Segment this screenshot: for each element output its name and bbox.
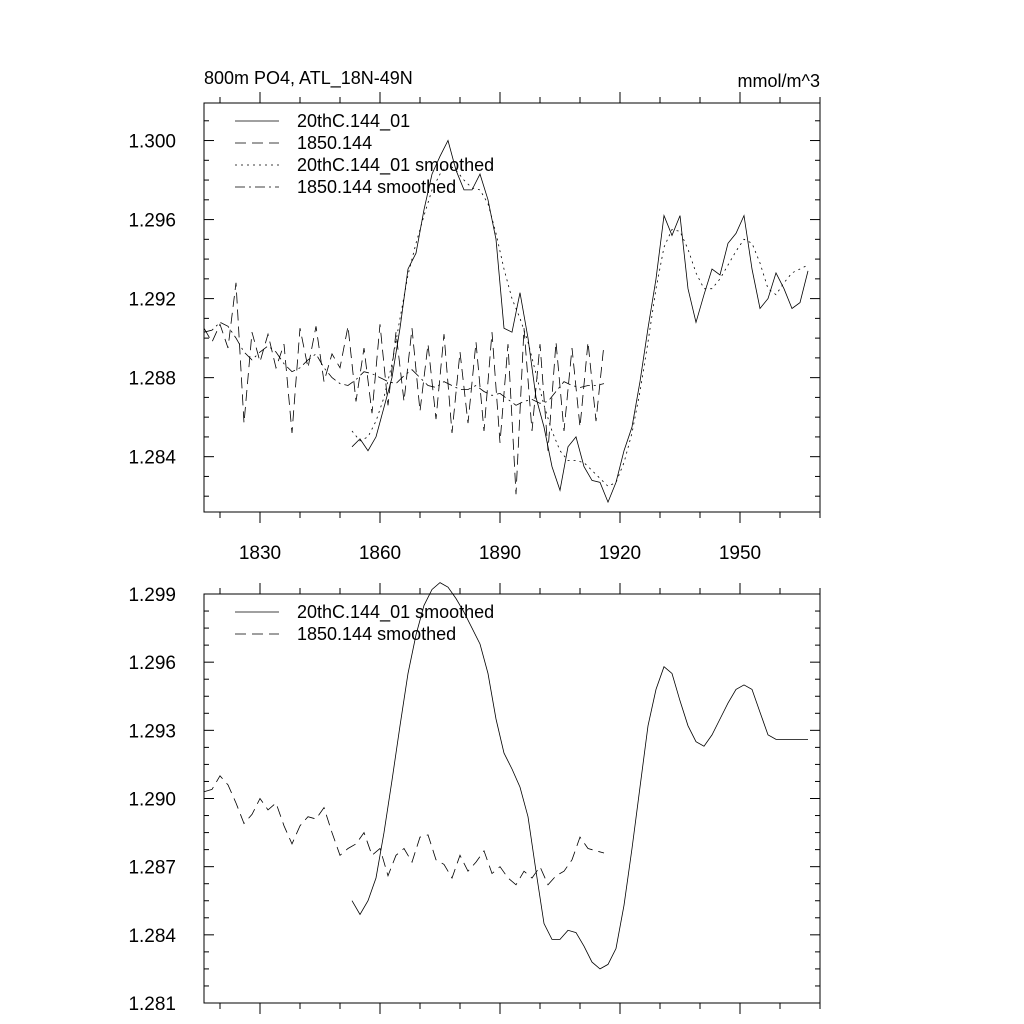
y-tick-label: 1.300 — [128, 132, 176, 153]
y-tick-label: 1.290 — [128, 790, 176, 811]
legend-label-2: 1850.144 — [297, 133, 372, 153]
series-line-4 — [203, 321, 605, 406]
x-tick-label: 1950 — [719, 543, 761, 564]
legend-label-1: 20thC.144_01 — [297, 111, 410, 132]
units-label: mmol/m^3 — [738, 71, 820, 91]
y-tick-label: 1.287 — [128, 858, 176, 879]
plot-frame — [203, 593, 821, 1004]
plot-frame — [203, 102, 821, 513]
top-panel: 800m PO4, ATL_18N-49N mmol/m^3 20thC.144… — [128, 68, 821, 564]
series-line-2 — [203, 282, 605, 495]
x-tick-label: 1830 — [239, 543, 281, 564]
y-tick-label: 1.296 — [128, 211, 176, 232]
series-line-1 — [351, 139, 809, 504]
x-tick-label: 1890 — [479, 543, 521, 564]
y-tick-label: 1.299 — [128, 585, 176, 606]
y-tick-label: 1.284 — [128, 926, 176, 947]
legend-label-1: 20thC.144_01 smoothed — [297, 602, 494, 623]
legend-label-4: 1850.144 smoothed — [297, 177, 456, 197]
y-tick-label: 1.293 — [128, 721, 176, 742]
y-tick-label: 1.281 — [128, 994, 176, 1015]
y-tick-label: 1.292 — [128, 290, 176, 311]
series-line-3 — [351, 163, 809, 487]
legend-label-2: 1850.144 smoothed — [297, 624, 456, 644]
series-line-2 — [203, 775, 605, 886]
y-tick-label: 1.284 — [128, 448, 176, 469]
legend-label-3: 20thC.144_01 smoothed — [297, 155, 494, 176]
y-tick-label: 1.296 — [128, 653, 176, 674]
y-tick-label: 1.288 — [128, 369, 176, 390]
x-tick-label: 1920 — [599, 543, 641, 564]
series-line-1 — [351, 582, 808, 970]
chart-title: 800m PO4, ATL_18N-49N — [204, 68, 413, 89]
x-tick-label: 1860 — [359, 543, 401, 564]
